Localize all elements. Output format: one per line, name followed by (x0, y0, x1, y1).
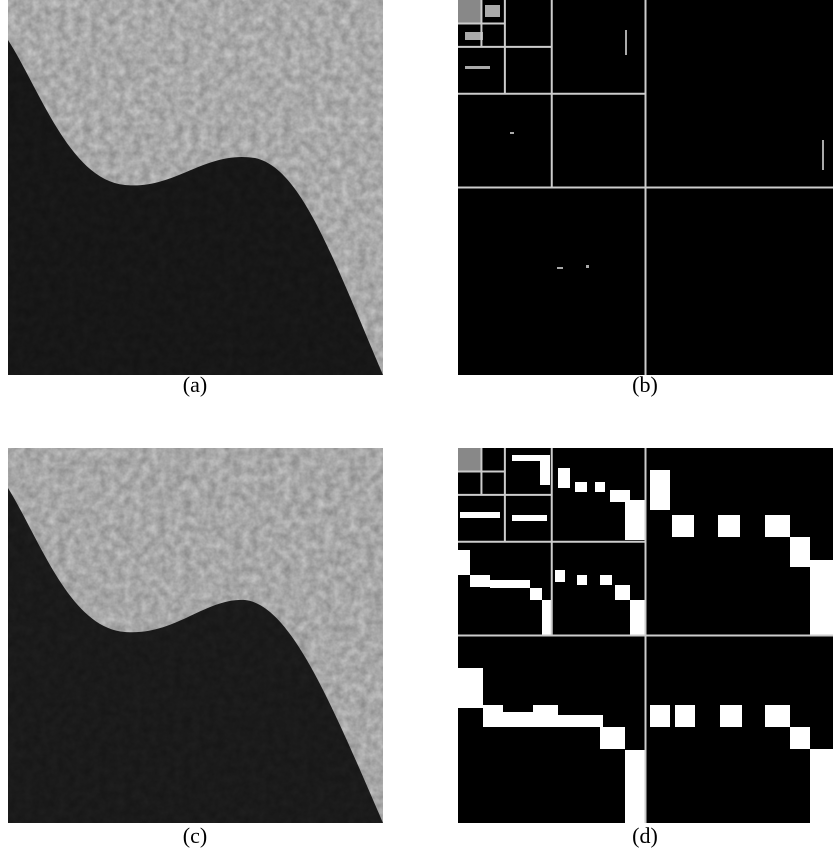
caption: (a) (183, 372, 207, 397)
caption: (d) (632, 823, 658, 848)
image-a (8, 0, 383, 375)
caption: (b) (632, 372, 658, 397)
caption: (c) (183, 823, 207, 848)
figure: (a) (b) (c) (0, 0, 833, 854)
image-d (458, 448, 833, 823)
image-b (458, 0, 833, 375)
image-c (8, 448, 383, 823)
page: (a) (b) (c) (0, 0, 833, 854)
